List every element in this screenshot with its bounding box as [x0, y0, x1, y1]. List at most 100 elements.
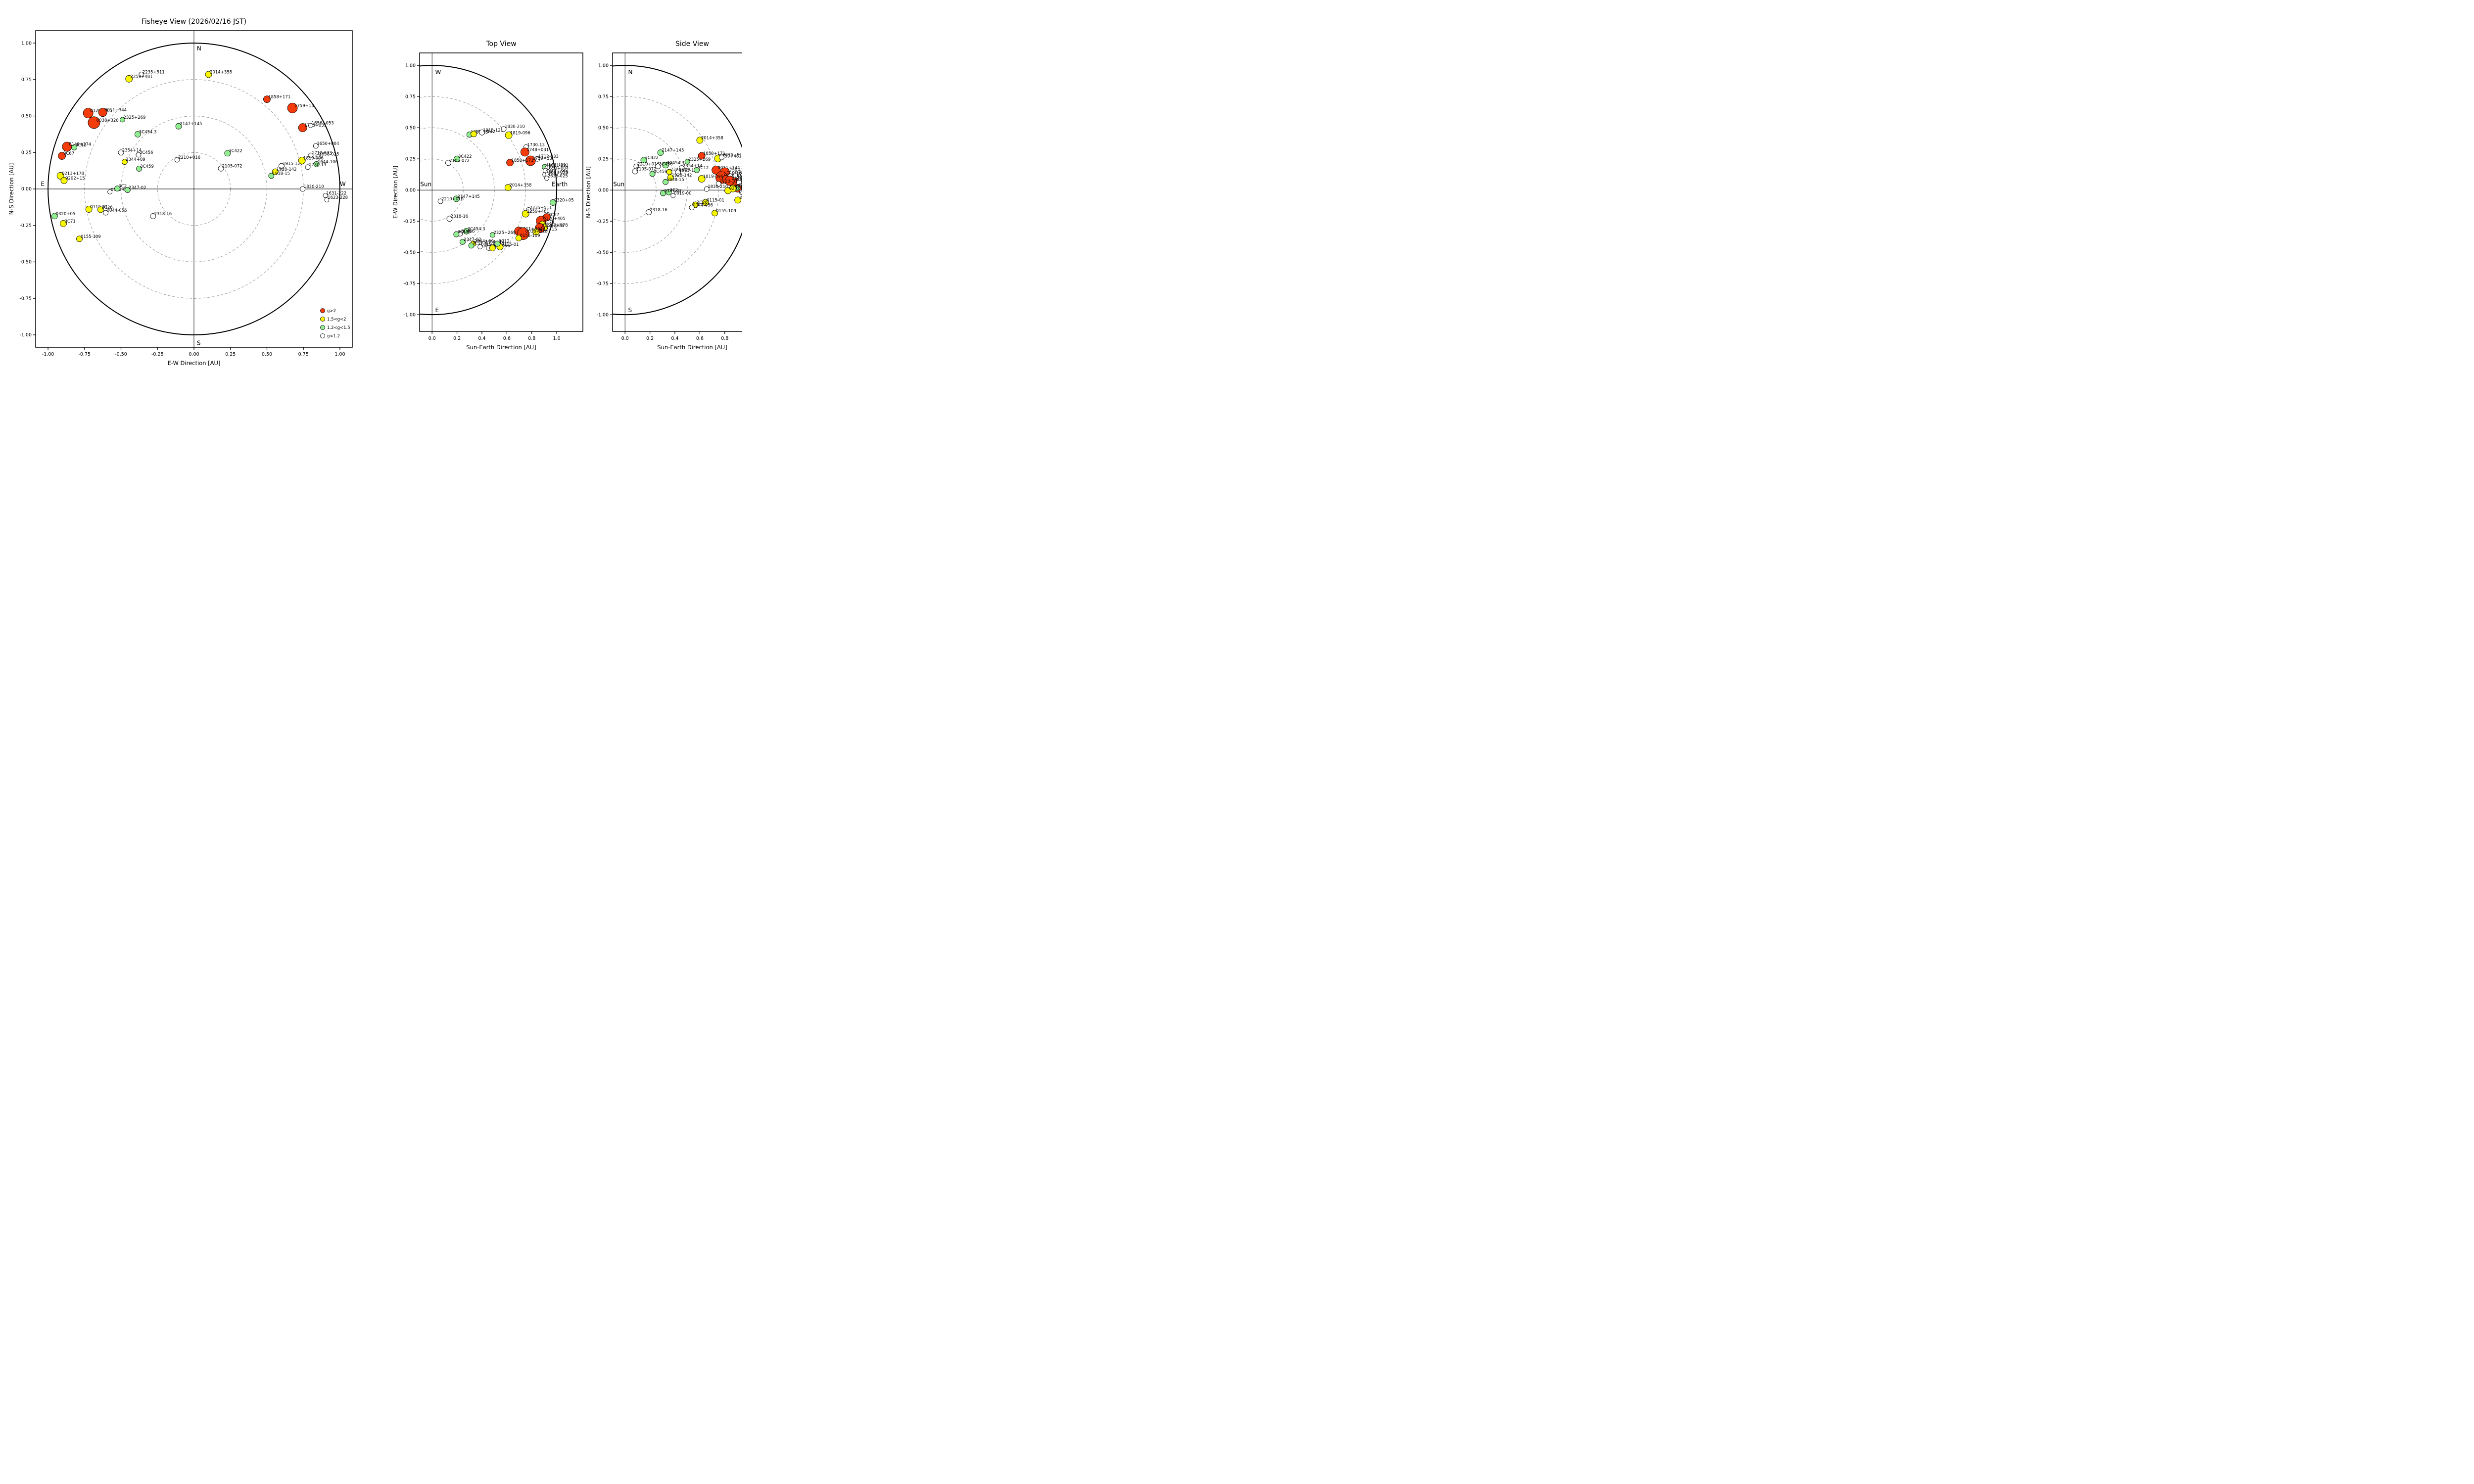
data-point-label: 3C456 [461, 229, 475, 234]
y-tick-label: -1.00 [596, 312, 609, 318]
data-point [224, 150, 231, 157]
data-point [60, 177, 68, 184]
annotation-w: W [435, 69, 441, 76]
data-point [468, 242, 475, 249]
data-point [118, 149, 124, 156]
data-point [666, 189, 672, 195]
y-tick-label: -0.50 [19, 260, 32, 265]
data-point-label: 0148+274 [542, 224, 564, 229]
panel-title: Side View [675, 40, 709, 48]
data-point [694, 167, 700, 173]
data-point-label: 1819-096 [510, 131, 530, 136]
data-point [263, 95, 271, 103]
axes-frame [612, 52, 742, 332]
y-tick-label: 0.00 [598, 187, 609, 193]
data-point-label: 1650+004 [546, 166, 569, 171]
y-tick-label: 0.25 [405, 156, 416, 162]
data-point-label: 2344+09 [670, 168, 690, 173]
data-point-label: 1730-13 [527, 142, 545, 147]
data-point [712, 165, 721, 175]
data-point [724, 187, 731, 194]
data-point-label: 1730-13 [719, 180, 737, 185]
data-point-label: 1631-222 [326, 191, 346, 196]
data-point-label: 1631-222 [548, 163, 569, 168]
x-axis-label: E-W Direction [AU] [168, 360, 221, 367]
data-point [114, 186, 121, 192]
data-point [453, 231, 460, 237]
data-point-label: 2105-072 [222, 164, 242, 169]
data-point [313, 161, 320, 167]
data-point [678, 165, 685, 172]
data-point [120, 117, 125, 123]
data-point [663, 179, 668, 185]
data-point-label: 1819-096 [303, 156, 324, 161]
data-point [76, 235, 83, 242]
data-point-label: 0213+178 [546, 223, 568, 228]
data-point [124, 187, 131, 193]
data-point-label: 3C12 [499, 239, 510, 244]
data-point-label: 2235+511 [722, 153, 742, 158]
data-point [437, 198, 443, 204]
data-point [505, 131, 513, 139]
data-point [696, 137, 704, 144]
data-point-label: 0044-056 [693, 203, 713, 208]
x-tick-label: 0.0 [428, 336, 436, 341]
data-point [85, 206, 93, 213]
data-point-label: 1712-033 [312, 151, 332, 156]
x-tick-label: 0.6 [503, 336, 511, 341]
data-point [56, 172, 64, 180]
data-point-label: 1644-106 [738, 184, 742, 188]
data-point [712, 210, 718, 217]
data-point-label: 1915-121 [679, 168, 699, 173]
data-point [313, 143, 319, 149]
y-tick-label: -0.50 [596, 250, 609, 255]
legend-marker [320, 308, 325, 313]
data-point [453, 195, 460, 202]
data-point-label: 0038+328 [96, 118, 119, 123]
y-tick-label: 0.75 [598, 94, 609, 99]
data-point [324, 197, 330, 203]
data-point-label: 0120+405 [543, 217, 566, 222]
data-point-label: 1748+031 [304, 123, 327, 128]
data-point-label: 2014+358 [210, 70, 232, 75]
data-point [463, 228, 470, 234]
x-tick-label: -0.75 [79, 352, 91, 357]
data-point [734, 196, 742, 204]
data-point-label: 3C26 [697, 200, 708, 205]
data-point-label: 3C12 [698, 166, 709, 171]
data-point-label: 1650+004 [317, 141, 339, 146]
data-point-label: 3C422 [229, 149, 242, 154]
data-point [308, 123, 313, 128]
x-tick-label: 0.50 [262, 352, 272, 357]
data-point-label: 0115-01 [501, 242, 519, 247]
data-point [298, 123, 307, 133]
y-tick-label: -0.25 [596, 219, 609, 224]
panel-top-view: Top View Sun-Earth Direction [AU] E-W Dire… [392, 40, 583, 351]
data-point-label: 0044-056 [107, 208, 127, 213]
data-point-label: 1656+053 [546, 170, 568, 175]
data-point [640, 157, 647, 164]
data-point [305, 164, 311, 170]
data-point-label: 2259+481 [131, 74, 153, 79]
data-point [649, 171, 656, 177]
y-tick-label: 0.75 [21, 77, 32, 83]
y-tick-label: -1.00 [403, 312, 416, 318]
y-tick-label: -1.00 [19, 332, 32, 338]
data-point-label: 1928-142 [277, 167, 297, 172]
data-point-label: 2014+358 [509, 183, 531, 188]
data-point-label: 1638-025 [741, 181, 742, 186]
data-point-label: 2210+016 [637, 162, 660, 167]
x-tick-label: 0.0 [621, 336, 629, 341]
data-point-label: 3C2 [118, 184, 127, 189]
data-point-label: 2259+481 [527, 209, 549, 214]
data-point [98, 108, 107, 117]
annotation-e: E [435, 307, 439, 314]
data-point-label: 2347-02 [464, 237, 481, 242]
data-point-label: 1759+13 [727, 168, 742, 173]
data-point-label: 3C454.3 [666, 161, 684, 166]
x-tick-label: -1.00 [42, 352, 54, 357]
data-point [489, 232, 495, 238]
data-point-label: 3C12 [75, 143, 86, 148]
data-point [107, 189, 113, 194]
